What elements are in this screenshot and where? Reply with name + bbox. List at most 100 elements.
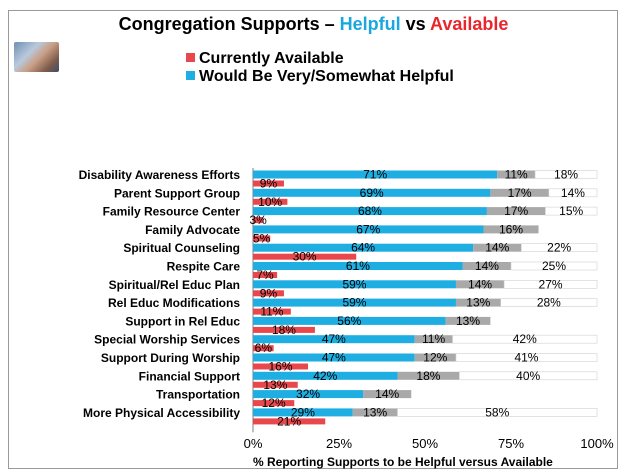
category-label: Parent Support Group bbox=[114, 186, 240, 200]
bar-available bbox=[253, 418, 326, 425]
label-helpful: 67% bbox=[356, 222, 380, 236]
bar-somewhat bbox=[352, 408, 398, 417]
bar-somewhat bbox=[455, 280, 505, 289]
bar-somewhat bbox=[397, 371, 460, 380]
legend-swatch-helpful bbox=[186, 71, 195, 80]
label-somewhat: 14% bbox=[475, 259, 499, 273]
bar-helpful bbox=[253, 188, 491, 197]
bar-not-helpful bbox=[521, 243, 598, 252]
title-prefix: Congregation Supports – bbox=[118, 14, 340, 34]
bar-somewhat bbox=[363, 390, 412, 399]
x-tick-label: 50% bbox=[412, 436, 438, 451]
label-available: 5% bbox=[253, 231, 271, 245]
category-label: Special Worship Services bbox=[94, 333, 240, 347]
bar-helpful bbox=[253, 298, 456, 307]
label-available: 18% bbox=[272, 323, 296, 337]
x-tick-label: 0% bbox=[244, 436, 263, 451]
bar-available bbox=[253, 217, 264, 224]
bar-not-helpful bbox=[452, 334, 598, 344]
label-not-helpful: 14% bbox=[561, 186, 585, 200]
label-somewhat: 12% bbox=[423, 351, 447, 365]
label-available: 30% bbox=[293, 250, 317, 264]
category-label: Financial Support bbox=[139, 369, 240, 383]
label-available: 13% bbox=[263, 378, 287, 392]
category-label: Support During Worship bbox=[101, 351, 240, 365]
bar-helpful bbox=[253, 225, 484, 234]
bar-available bbox=[253, 198, 288, 205]
label-somewhat: 13% bbox=[363, 405, 387, 419]
bar-somewhat bbox=[473, 243, 522, 252]
label-helpful: 59% bbox=[342, 296, 366, 310]
category-label: Support in Rel Educ bbox=[125, 314, 240, 328]
hands-photo-image bbox=[14, 42, 59, 72]
label-not-helpful: 27% bbox=[539, 277, 563, 291]
label-helpful: 68% bbox=[358, 204, 382, 218]
label-somewhat: 18% bbox=[416, 369, 440, 383]
bar-not-helpful bbox=[500, 298, 598, 307]
bar-available bbox=[253, 235, 271, 242]
label-not-helpful: 22% bbox=[547, 241, 571, 255]
label-available: 3% bbox=[249, 213, 267, 227]
bar-available bbox=[253, 381, 298, 388]
bar-helpful bbox=[253, 280, 456, 289]
label-helpful: 42% bbox=[313, 369, 337, 383]
bar-somewhat bbox=[497, 170, 536, 179]
category-label: Spiritual/Rel Educ Plan bbox=[109, 278, 240, 292]
bar-somewhat bbox=[445, 316, 491, 325]
label-not-helpful: 28% bbox=[537, 296, 561, 310]
category-label: Spiritual Counseling bbox=[123, 241, 240, 255]
bar-available bbox=[253, 400, 295, 407]
label-somewhat: 13% bbox=[456, 314, 480, 328]
x-axis-title: % Reporting Supports to be Helpful versu… bbox=[253, 455, 553, 469]
bar-helpful bbox=[253, 243, 474, 252]
label-not-helpful: 18% bbox=[554, 168, 578, 182]
label-somewhat: 14% bbox=[468, 277, 492, 291]
bar-helpful bbox=[253, 371, 398, 380]
label-helpful: 47% bbox=[322, 351, 346, 365]
bar-somewhat bbox=[483, 225, 539, 234]
label-not-helpful: 25% bbox=[542, 259, 566, 273]
category-label: More Physical Accessibility bbox=[83, 406, 240, 420]
bar-available bbox=[253, 290, 284, 297]
bar-available bbox=[253, 180, 284, 187]
label-helpful: 47% bbox=[322, 332, 346, 346]
label-available: 6% bbox=[255, 341, 273, 355]
bar-somewhat bbox=[414, 335, 453, 344]
category-label: Rel Educ Modifications bbox=[108, 296, 240, 310]
category-label: Transportation bbox=[156, 388, 240, 402]
legend-item-helpful: Would Be Very/Somewhat Helpful bbox=[186, 68, 454, 86]
bar-helpful bbox=[253, 408, 353, 417]
bar-available bbox=[253, 308, 291, 315]
label-somewhat: 14% bbox=[375, 387, 399, 401]
label-available: 10% bbox=[258, 195, 282, 209]
label-available: 7% bbox=[256, 268, 274, 282]
bar-available bbox=[253, 345, 274, 352]
label-not-helpful: 15% bbox=[559, 204, 583, 218]
label-somewhat: 14% bbox=[485, 241, 509, 255]
category-label: Respite Care bbox=[167, 260, 241, 274]
page-title: Congregation Supports – Helpful vs Avail… bbox=[0, 14, 627, 35]
bar-not-helpful bbox=[455, 353, 598, 362]
bar-helpful bbox=[253, 262, 463, 270]
title-available: Available bbox=[430, 14, 509, 34]
bar-not-helpful bbox=[510, 261, 598, 271]
bar-not-helpful bbox=[548, 188, 598, 198]
label-helpful: 56% bbox=[337, 314, 361, 328]
legend-label-helpful: Would Be Very/Somewhat Helpful bbox=[199, 68, 454, 85]
label-not-helpful: 42% bbox=[513, 332, 537, 346]
x-tick-label: 100% bbox=[580, 436, 614, 451]
label-not-helpful: 40% bbox=[516, 369, 540, 383]
bar-helpful bbox=[253, 207, 487, 216]
label-somewhat: 17% bbox=[508, 186, 532, 200]
label-helpful: 69% bbox=[360, 186, 384, 200]
label-somewhat: 16% bbox=[499, 222, 523, 236]
label-available: 9% bbox=[260, 286, 278, 300]
bar-available bbox=[253, 363, 309, 370]
label-helpful: 32% bbox=[296, 387, 320, 401]
bar-available bbox=[253, 253, 357, 260]
title-vs: vs bbox=[400, 14, 430, 34]
label-helpful: 61% bbox=[346, 259, 370, 273]
bar-not-helpful bbox=[503, 279, 598, 289]
bar-helpful bbox=[253, 170, 498, 179]
